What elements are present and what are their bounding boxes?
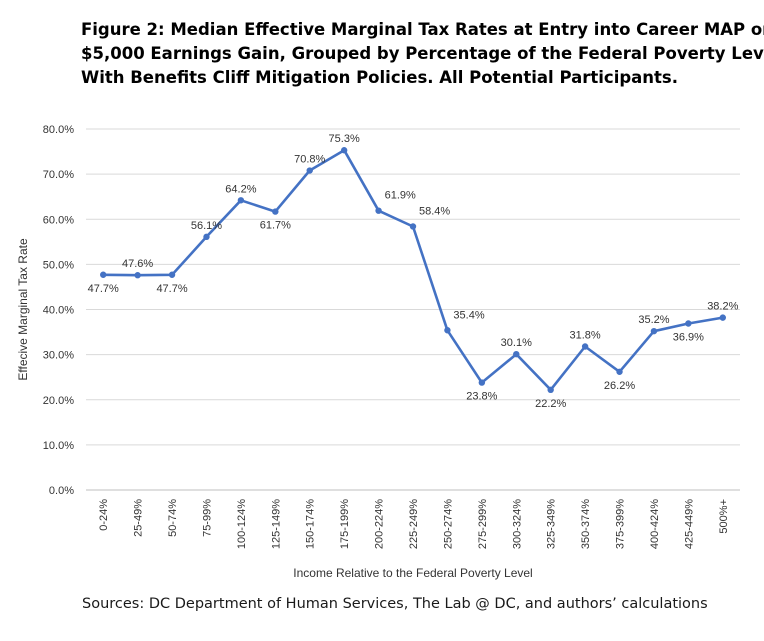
y-tick-label: 70.0% bbox=[43, 169, 74, 181]
data-point bbox=[100, 271, 107, 278]
x-tick-label: 125-149% bbox=[270, 499, 282, 549]
x-tick-label: 225-249% bbox=[408, 499, 420, 549]
data-label: 35.4% bbox=[453, 309, 484, 321]
x-tick-label: 500%+ bbox=[718, 499, 730, 534]
data-label: 47.6% bbox=[122, 258, 153, 270]
data-label: 64.2% bbox=[225, 183, 256, 195]
chart-title-line-1: Figure 2: Median Effective Marginal Tax … bbox=[81, 20, 764, 39]
data-point bbox=[237, 197, 245, 204]
data-point bbox=[203, 233, 210, 241]
y-tick-label: 20.0% bbox=[43, 395, 74, 407]
y-tick-label: 10.0% bbox=[43, 440, 74, 452]
data-label: 58.4% bbox=[419, 205, 450, 217]
data-label: 30.1% bbox=[501, 337, 532, 349]
data-point bbox=[650, 327, 658, 335]
x-tick-label: 200-224% bbox=[374, 499, 386, 549]
data-point bbox=[272, 208, 279, 215]
data-point bbox=[409, 223, 417, 230]
x-tick-label: 100-124% bbox=[236, 499, 248, 549]
x-tick-label: 250-274% bbox=[442, 499, 454, 549]
series-line bbox=[101, 148, 725, 392]
data-label: 38.2% bbox=[707, 301, 738, 313]
data-label: 22.2% bbox=[535, 398, 566, 410]
data-label: 61.7% bbox=[260, 220, 291, 232]
y-tick-label: 30.0% bbox=[43, 350, 74, 362]
data-point bbox=[478, 379, 486, 386]
data-label: 36.9% bbox=[673, 331, 704, 343]
x-tick-label: 50-74% bbox=[167, 499, 179, 537]
x-tick-label: 300-324% bbox=[511, 499, 523, 549]
y-tick-label: 0.0% bbox=[49, 485, 74, 497]
data-point bbox=[513, 350, 520, 358]
data-point bbox=[168, 271, 176, 278]
y-tick-label: 60.0% bbox=[43, 214, 74, 226]
data-point bbox=[616, 368, 623, 375]
y-tick-label: 40.0% bbox=[43, 305, 74, 317]
data-label: 70.8% bbox=[294, 154, 325, 166]
x-tick-label: 375-399% bbox=[615, 499, 627, 549]
data-label: 75.3% bbox=[329, 133, 360, 145]
y-tick-label: 50.0% bbox=[43, 259, 74, 271]
y-tick-label: 80.0% bbox=[43, 124, 74, 136]
data-label: 56.1% bbox=[191, 220, 222, 232]
x-tick-label: 25-49% bbox=[133, 499, 145, 537]
data-label: 23.8% bbox=[466, 391, 497, 403]
data-point bbox=[719, 314, 726, 321]
x-axis-title: Income Relative to the Federal Poverty L… bbox=[293, 566, 532, 580]
data-point bbox=[685, 320, 692, 327]
x-tick-label: 350-374% bbox=[580, 499, 592, 549]
data-label: 26.2% bbox=[604, 380, 635, 392]
data-point bbox=[340, 147, 348, 154]
data-label: 35.2% bbox=[638, 314, 669, 326]
data-point bbox=[134, 272, 141, 279]
data-label: 31.8% bbox=[570, 330, 601, 342]
x-tick-label: 150-174% bbox=[305, 499, 317, 549]
chart-title-line-2: $5,000 Earnings Gain, Grouped by Percent… bbox=[81, 44, 764, 63]
chart-title-line-3: With Benefits Cliff Mitigation Policies.… bbox=[81, 68, 679, 87]
data-point bbox=[306, 167, 313, 174]
y-axis-title: Effecive Marginal Tax Rate bbox=[16, 238, 30, 381]
data-label: 47.7% bbox=[156, 283, 187, 295]
data-label: 61.9% bbox=[385, 190, 416, 202]
x-tick-label: 400-424% bbox=[649, 499, 661, 549]
x-tick-label: 175-199% bbox=[339, 499, 351, 549]
data-label: 47.7% bbox=[88, 283, 119, 295]
data-point bbox=[547, 386, 554, 394]
x-tick-label: 325-349% bbox=[546, 499, 558, 549]
source-note: Sources: DC Department of Human Services… bbox=[82, 596, 708, 612]
data-point bbox=[581, 343, 589, 350]
x-tick-label: 425-449% bbox=[683, 499, 695, 549]
data-point bbox=[375, 207, 382, 214]
data-point bbox=[444, 327, 451, 334]
x-tick-label: 275-299% bbox=[477, 499, 489, 549]
chart-title: Figure 2: Median Effective Marginal Tax … bbox=[81, 18, 764, 90]
x-tick-label: 75-99% bbox=[201, 499, 213, 537]
x-tick-label: 0-24% bbox=[98, 499, 110, 531]
